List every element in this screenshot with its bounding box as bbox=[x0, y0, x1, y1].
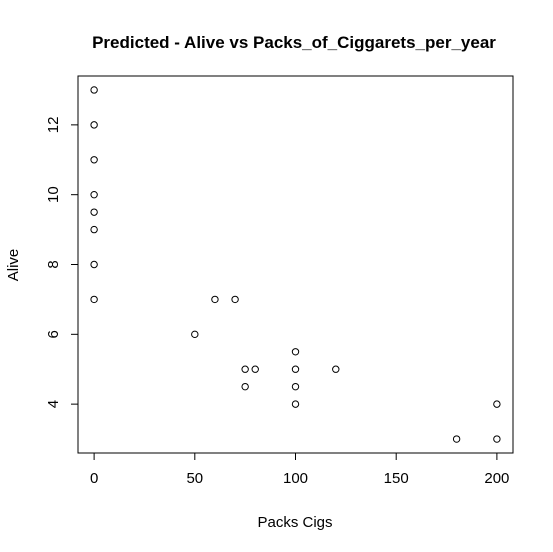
x-tick-label: 100 bbox=[283, 470, 308, 487]
data-point bbox=[90, 225, 98, 234]
y-tick-label: 4 bbox=[45, 400, 62, 408]
chart-title: Predicted - Alive vs Packs_of_Ciggarets_… bbox=[92, 33, 496, 52]
x-tick-label: 50 bbox=[186, 470, 203, 487]
data-point bbox=[90, 260, 98, 269]
y-tick-label: 8 bbox=[45, 260, 62, 268]
x-axis: 0 50 100 150 200 bbox=[90, 452, 509, 487]
data-point bbox=[493, 400, 501, 408]
data-point bbox=[241, 382, 249, 391]
y-tick-label: 10 bbox=[45, 186, 62, 203]
data-point bbox=[211, 295, 219, 304]
y-tick-label: 12 bbox=[45, 117, 62, 134]
data-point bbox=[241, 365, 249, 373]
y-axis-label: Alive bbox=[5, 249, 22, 282]
x-tick-label: 200 bbox=[484, 470, 509, 487]
data-point bbox=[291, 382, 300, 391]
data-point bbox=[291, 348, 300, 356]
data-point bbox=[231, 295, 239, 304]
x-tick-label: 150 bbox=[384, 470, 409, 487]
y-tick-label: 6 bbox=[45, 330, 62, 338]
data-point bbox=[493, 435, 501, 443]
data-point bbox=[90, 190, 98, 199]
data-point bbox=[90, 295, 98, 304]
data-points bbox=[90, 86, 501, 443]
plot-frame bbox=[77, 75, 514, 454]
x-tick-label: 0 bbox=[90, 470, 98, 487]
data-point bbox=[90, 121, 98, 129]
data-point bbox=[90, 86, 98, 94]
data-point bbox=[90, 156, 98, 164]
data-point bbox=[291, 400, 300, 408]
y-axis: 4 6 8 10 12 bbox=[45, 117, 79, 408]
data-point bbox=[452, 435, 461, 443]
x-axis-label: Packs Cigs bbox=[257, 514, 332, 531]
data-point bbox=[191, 330, 199, 339]
data-point bbox=[291, 365, 300, 373]
data-point bbox=[90, 208, 98, 216]
data-point bbox=[251, 365, 259, 373]
data-point bbox=[332, 365, 340, 373]
